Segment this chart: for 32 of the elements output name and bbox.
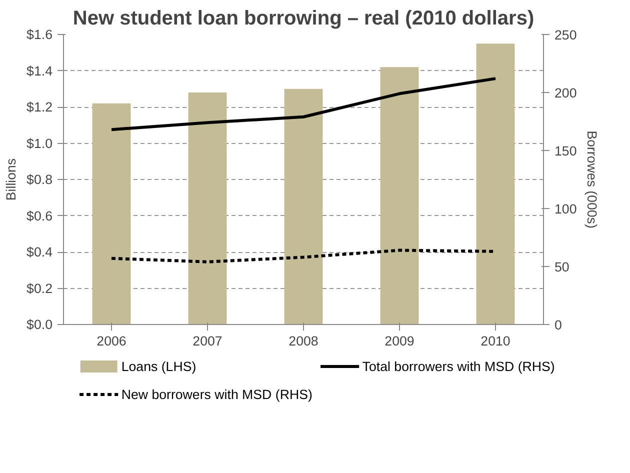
line-series	[110, 77, 497, 132]
legend-label: New borrowers with MSD (RHS)	[121, 387, 312, 402]
y-tick-label: $1.4	[26, 63, 54, 78]
y-tick-label: $1.2	[26, 100, 53, 114]
y2-tick-label: 0	[554, 318, 562, 332]
bar	[92, 103, 131, 324]
y2-tick-label: 100	[554, 202, 577, 216]
bar	[476, 44, 515, 324]
y2-tick-label: 150	[554, 144, 577, 158]
y-tick-label: $1.6	[26, 27, 53, 42]
legend-label: Loans (LHS)	[121, 359, 196, 374]
y-axis-title: Billions	[4, 158, 19, 201]
y-tick-label: $1.0	[26, 136, 53, 151]
x-tick-label: 2007	[192, 334, 222, 348]
y-tick-label: $0.8	[26, 172, 53, 187]
legend-label: Total borrowers with MSD (RHS)	[362, 359, 555, 374]
y-tick-label: $0.4	[26, 244, 54, 260]
x-tick-label: 2010	[480, 334, 510, 348]
bar	[380, 67, 419, 324]
x-tick-label: 2006	[96, 334, 126, 348]
y-tick-label: $0.0	[26, 317, 53, 332]
bar	[188, 92, 227, 324]
y-tick-label: $0.2	[26, 280, 53, 296]
chart-title: New student loan borrowing – real (2010 dollars)	[72, 8, 534, 30]
x-tick-label: 2008	[288, 334, 318, 348]
y2-tick-label: 50	[554, 260, 570, 274]
y2-tick-label: 250	[554, 28, 577, 42]
y2-tick-label: 200	[554, 86, 577, 100]
bar	[284, 88, 323, 324]
y-tick-label: $0.6	[26, 208, 53, 224]
y2-axis-title: Borrowes (000s)	[584, 130, 600, 228]
x-tick-label: 2009	[384, 334, 414, 348]
